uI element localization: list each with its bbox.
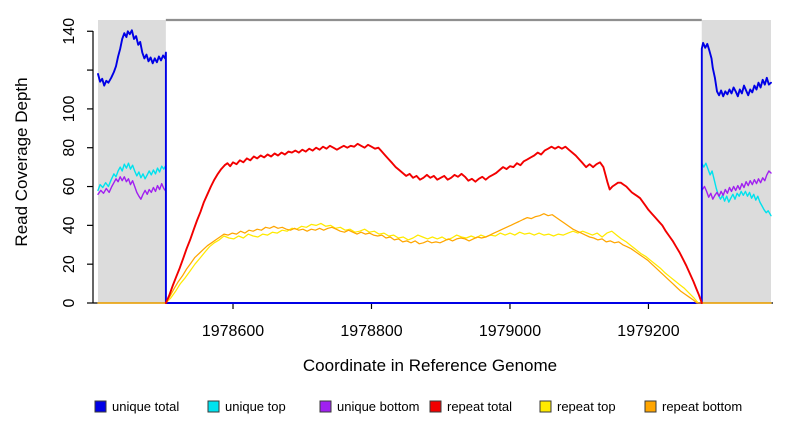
legend-label-repeat-total: repeat total xyxy=(447,399,512,414)
legend-label-unique-bottom: unique bottom xyxy=(337,399,419,414)
y-tick-label: 140 xyxy=(61,18,78,45)
legend-swatch-unique-bottom xyxy=(319,400,332,413)
series-repeat-top xyxy=(97,222,772,304)
legend-label-repeat-bottom: repeat bottom xyxy=(662,399,742,414)
legend-swatch-repeat-top xyxy=(539,400,552,413)
shaded-region-unique-flank-left xyxy=(98,20,166,303)
x-tick-label: 1978600 xyxy=(202,323,264,340)
series-unique-total xyxy=(97,29,772,304)
legend-label-unique-total: unique total xyxy=(112,399,179,414)
legend-label-repeat-top: repeat top xyxy=(557,399,616,414)
y-tick-label: 80 xyxy=(61,139,78,157)
x-tick-label: 1979200 xyxy=(617,323,679,340)
y-tick-label: 100 xyxy=(61,95,78,122)
legend-label-unique-top: unique top xyxy=(225,399,286,414)
legend-swatch-unique-top xyxy=(207,400,220,413)
y-tick-label: 60 xyxy=(61,178,78,196)
x-tick-label: 1978800 xyxy=(340,323,402,340)
legend-swatch-repeat-bottom xyxy=(644,400,657,413)
x-tick-label: 1979000 xyxy=(479,323,541,340)
legend-swatch-unique-total xyxy=(94,400,107,413)
x-axis-title: Coordinate in Reference Genome xyxy=(303,356,557,375)
series-repeat-total xyxy=(164,142,703,304)
series-repeat-bottom xyxy=(97,213,772,304)
y-tick-label: 20 xyxy=(61,255,78,273)
y-axis-title: Read Coverage Depth xyxy=(12,77,31,246)
y-tick-label: 40 xyxy=(61,216,78,234)
series-unique-top xyxy=(97,162,772,304)
y-tick-label: 0 xyxy=(61,298,78,307)
legend-swatch-repeat-total xyxy=(429,400,442,413)
